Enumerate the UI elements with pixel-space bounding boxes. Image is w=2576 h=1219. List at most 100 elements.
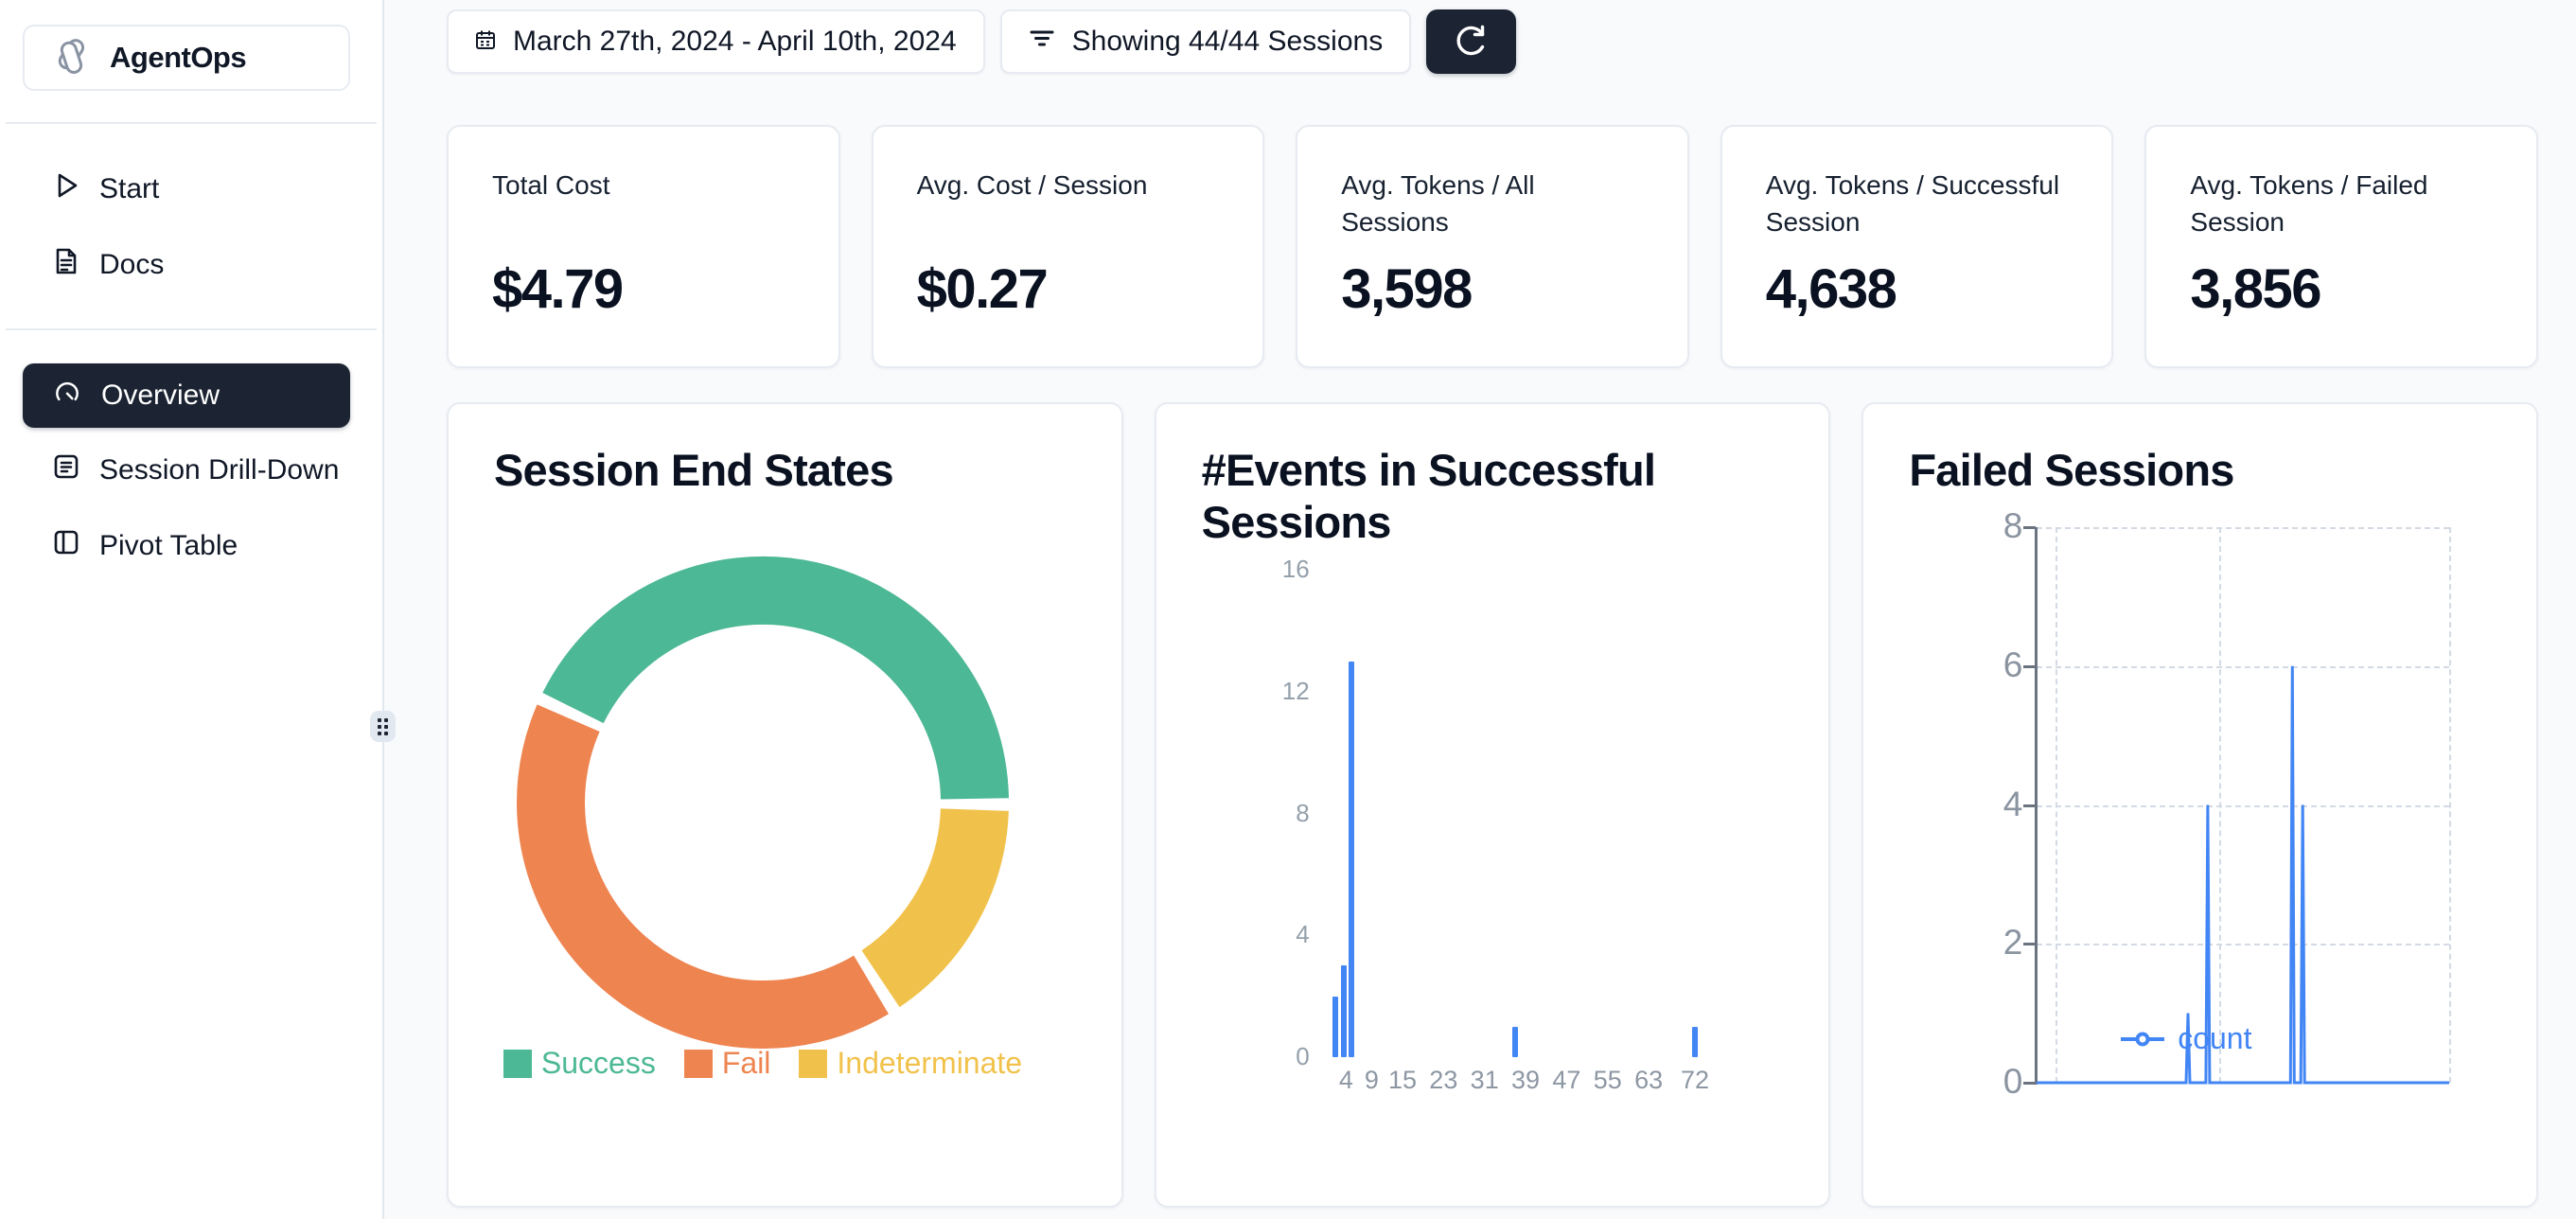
chart-title: Session End States xyxy=(494,445,894,495)
y-axis-tick xyxy=(2023,1082,2037,1085)
gridline-horizontal xyxy=(2037,944,2450,946)
stat-value: 4,638 xyxy=(1765,258,1897,320)
y-axis-label: 4 xyxy=(2003,784,2023,823)
donut-segment-success[interactable] xyxy=(542,556,1009,800)
stat-value: 3,856 xyxy=(2190,258,2321,320)
histogram-bar[interactable] xyxy=(1348,661,1354,1057)
sidebar-divider xyxy=(6,122,377,124)
y-axis-tick xyxy=(2023,664,2037,668)
play-icon xyxy=(52,171,80,207)
chart-title: Failed Sessions xyxy=(1909,445,2234,495)
gridline-vertical xyxy=(2056,527,2058,1083)
gauge-icon xyxy=(52,377,82,415)
sidebar-item-label: Start xyxy=(99,173,160,204)
chart-title: #Events in Successful Sessions xyxy=(1201,445,1656,548)
sidebar-resize-divider xyxy=(382,0,384,1219)
sidebar-item-docs[interactable]: Docs xyxy=(23,242,350,288)
stat-label: Avg. Tokens / Failed Session xyxy=(2190,170,2428,238)
legend-label: Fail xyxy=(721,1046,771,1080)
x-axis-label: 47 xyxy=(1552,1066,1581,1094)
stat-label: Total Cost xyxy=(492,170,610,200)
agentops-logo-icon xyxy=(49,34,93,82)
sidebar-item-session-drill-down[interactable]: Session Drill-Down xyxy=(23,448,350,493)
legend-swatch xyxy=(799,1049,828,1078)
app-title: AgentOps xyxy=(110,41,247,74)
legend-label: Indeterminate xyxy=(837,1046,1023,1080)
x-axis-label: 72 xyxy=(1680,1066,1709,1094)
sidebar-item-label: Session Drill-Down xyxy=(99,454,340,486)
legend-label: Success xyxy=(540,1046,656,1080)
stat-card-avg-tokens-failed: Avg. Tokens / Failed Session 3,856 xyxy=(2144,125,2538,368)
donut-segment-fail[interactable] xyxy=(517,704,889,1050)
y-axis-label: 12 xyxy=(1281,676,1310,705)
session-list-icon xyxy=(52,452,80,488)
x-axis-label: 39 xyxy=(1511,1066,1541,1094)
calendar-icon xyxy=(475,26,496,58)
gridline-vertical xyxy=(2449,527,2452,1083)
x-axis-label: 9 xyxy=(1364,1066,1379,1094)
histogram-bar[interactable] xyxy=(1691,1026,1698,1057)
legend-item-success[interactable]: Success xyxy=(503,1046,656,1081)
date-range-label: March 27th, 2024 - April 10th, 2024 xyxy=(513,26,957,57)
histogram-bar[interactable] xyxy=(1340,965,1347,1057)
stat-card-total-cost: Total Cost $4.79 xyxy=(447,125,840,368)
filter-icon xyxy=(1029,25,1055,59)
stat-cards-row: Total Cost $4.79 Avg. Cost / Session $0.… xyxy=(447,125,2538,368)
stat-label: Avg. Cost / Session xyxy=(916,170,1148,200)
x-axis-label: 31 xyxy=(1470,1066,1499,1094)
x-axis-label: 15 xyxy=(1387,1066,1417,1094)
y-axis-tick xyxy=(2023,943,2037,946)
sidebar-drag-handle[interactable] xyxy=(370,711,396,742)
x-axis-label: 4 xyxy=(1338,1066,1353,1094)
legend-swatch xyxy=(683,1049,713,1078)
y-axis-label: 8 xyxy=(2003,506,2023,545)
y-axis-tick xyxy=(2023,804,2037,807)
charts-row: Session End States Success Fail Indetermin… xyxy=(447,402,2538,1208)
stat-label: Avg. Tokens / Successful Session xyxy=(1765,170,2060,238)
stat-label: Avg. Tokens / All Sessions xyxy=(1341,170,1535,238)
y-axis-label: 4 xyxy=(1296,920,1310,949)
gridline-horizontal xyxy=(2037,527,2450,529)
count-series-line xyxy=(2037,665,2450,1085)
session-end-states-card: Session End States Success Fail Indetermin… xyxy=(447,402,1123,1208)
app-logo-button[interactable]: AgentOps xyxy=(23,25,350,91)
refresh-button[interactable] xyxy=(1426,9,1517,74)
refresh-icon xyxy=(1453,22,1491,62)
sessions-filter-button[interactable]: Showing 44/44 Sessions xyxy=(999,9,1412,74)
session-end-states-donut[interactable] xyxy=(498,538,1028,1068)
pivot-panel-icon xyxy=(52,528,80,564)
sidebar-divider xyxy=(6,328,377,330)
sidebar-item-pivot-table[interactable]: Pivot Table xyxy=(23,523,350,569)
histogram-bar[interactable] xyxy=(1512,1026,1519,1057)
topbar: March 27th, 2024 - April 10th, 2024 Show… xyxy=(447,9,2538,74)
failed-sessions-line-chart[interactable] xyxy=(2037,527,2450,1086)
y-axis-line xyxy=(2035,527,2038,1085)
gridline-horizontal xyxy=(2037,804,2450,807)
y-axis-label: 2 xyxy=(2003,923,2023,963)
donut-legend: Success Fail Indeterminate xyxy=(479,1046,1047,1081)
docs-icon xyxy=(52,247,80,283)
line-legend-count[interactable]: count xyxy=(1980,1021,2392,1056)
sidebar: AgentOps Start Docs Overview xyxy=(0,0,383,1219)
date-range-button[interactable]: March 27th, 2024 - April 10th, 2024 xyxy=(447,9,985,74)
legend-item-indeterminate[interactable]: Indeterminate xyxy=(799,1046,1022,1081)
stat-card-avg-tokens-all: Avg. Tokens / All Sessions 3,598 xyxy=(1296,125,1689,368)
events-histogram-card: #Events in Successful Sessions 0 4 8 12 16 4 9… xyxy=(1154,402,1831,1208)
sidebar-item-label: Overview xyxy=(101,380,221,411)
sidebar-item-overview[interactable]: Overview xyxy=(23,363,350,428)
donut-segment-indeterminate[interactable] xyxy=(860,807,1009,1008)
sidebar-item-start[interactable]: Start xyxy=(23,167,350,212)
legend-swatch xyxy=(503,1049,532,1078)
x-axis-label: 23 xyxy=(1429,1066,1458,1094)
y-axis-tick xyxy=(2023,526,2037,529)
gridline-vertical xyxy=(2219,527,2222,1083)
histogram-bar[interactable] xyxy=(1332,996,1339,1057)
stat-card-avg-cost-session: Avg. Cost / Session $0.27 xyxy=(871,125,1265,368)
stat-card-avg-tokens-successful: Avg. Tokens / Successful Session 4,638 xyxy=(1720,125,2114,368)
stat-value: $0.27 xyxy=(916,258,1049,320)
x-axis-label: 63 xyxy=(1634,1066,1664,1094)
y-axis-label: 6 xyxy=(2003,645,2023,684)
y-axis-label: 16 xyxy=(1281,555,1310,583)
legend-item-fail[interactable]: Fail xyxy=(683,1046,771,1081)
x-axis-label: 55 xyxy=(1593,1066,1622,1094)
